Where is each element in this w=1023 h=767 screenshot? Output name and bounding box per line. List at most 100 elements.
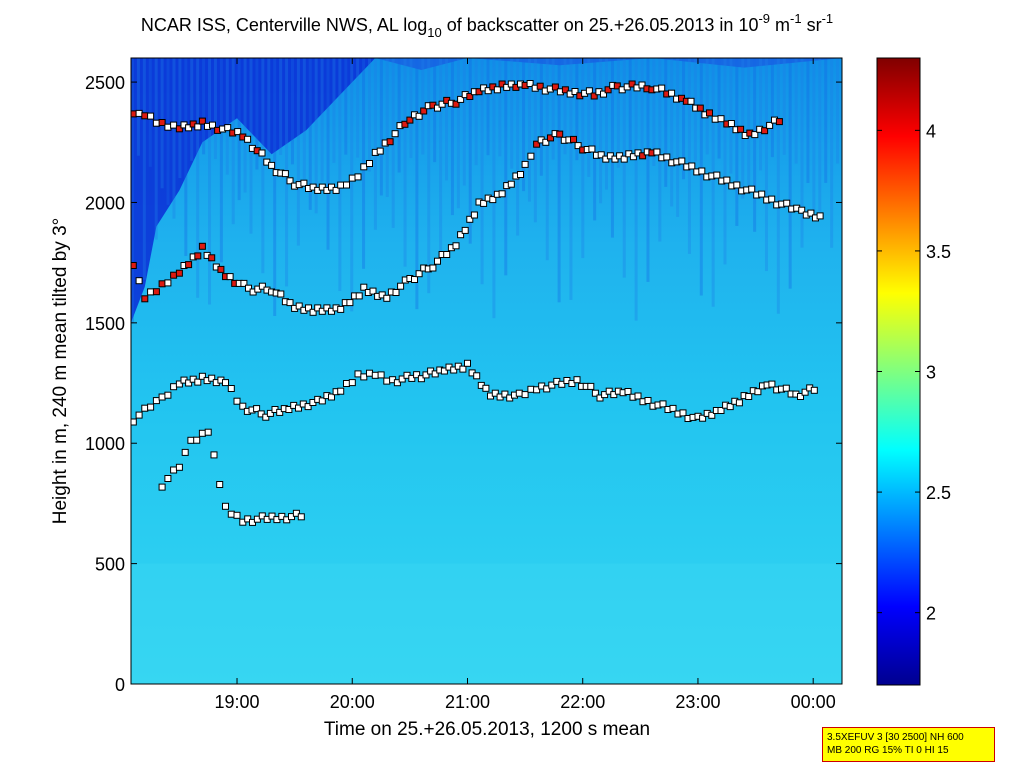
signal-streak [539,58,543,176]
layer-marker [473,372,481,380]
layer-marker [170,271,178,279]
layer-marker [452,100,460,108]
layer-marker [376,147,384,155]
layer-marker [355,292,363,300]
layer-marker [766,121,774,129]
layer-marker [170,121,178,129]
layer-marker [748,185,756,193]
signal-streak [350,58,354,312]
signal-streak [202,58,206,155]
layer-marker [198,372,206,380]
signal-streak [219,58,223,263]
colorbar-tick-label: 2.5 [926,483,951,503]
signal-streak [634,58,638,321]
layer-marker [227,385,235,392]
layer-marker [688,162,696,170]
layer-marker [240,279,248,287]
layer-marker [141,112,149,120]
layer-marker [185,261,193,269]
layer-marker [346,299,354,307]
signal-streak [587,58,591,177]
signal-streak [456,58,460,209]
layer-marker [434,257,441,265]
x-axis-label: Time on 25.+26.05.2013, 1200 s mean [324,719,650,740]
signal-streak [279,58,283,155]
layer-marker [175,125,183,133]
low-signal-region [651,58,842,68]
layer-marker [517,171,524,178]
signal-streak [403,58,407,267]
layer-marker [634,392,642,400]
layer-marker [638,81,646,89]
layer-marker [198,429,206,437]
layer-marker [309,308,317,316]
layer-marker [459,365,467,373]
layer-marker [489,196,497,204]
layer-marker [466,93,474,100]
layer-marker [585,87,593,95]
layer-marker [393,379,401,387]
layer-marker [147,112,155,120]
colorbar-ticks: 2 2.5 3 3.5 4 [877,121,951,624]
signal-streak [557,58,561,303]
layer-marker [761,127,769,135]
layer-marker [443,251,451,258]
layer-marker [484,87,492,95]
layer-marker [613,82,621,90]
signal-streak [468,58,472,244]
layer-marker [570,135,577,143]
signal-streak [196,58,200,298]
title-part4: sr [802,15,822,35]
layer-marker [591,389,599,397]
layer-marker [141,404,149,412]
layer-marker [193,436,201,444]
layer-marker [466,215,474,223]
layer-marker [810,386,818,394]
layer-marker [493,86,501,94]
signal-streak [356,58,360,158]
layer-marker [304,403,312,411]
layer-marker [245,284,252,292]
layer-marker [204,428,212,436]
layer-marker [457,231,465,239]
layer-marker [343,181,350,189]
layer-marker [491,389,499,397]
layer-marker [175,380,183,388]
signal-streak [154,58,158,240]
signal-streak [770,58,774,158]
layer-marker [663,153,671,161]
layer-marker [224,124,232,132]
signal-streak [776,58,780,314]
signal-streak [231,58,235,225]
layer-marker [354,370,362,378]
layer-marker [366,369,373,377]
x-axis: 19:00 20:00 21:00 22:00 23:00 00:00 [214,58,836,712]
signal-streak [166,58,170,205]
layer-marker [775,118,783,126]
layer-marker [135,277,143,285]
layer-marker [587,382,595,390]
layer-marker [706,109,713,117]
layer-marker [216,481,224,488]
signal-streak [290,58,294,165]
signal-streak [243,58,247,193]
title-sub1: 10 [427,25,441,40]
layer-marker [392,289,400,296]
plot-area [131,58,842,684]
layer-marker [401,120,409,128]
signal-streak [379,58,383,196]
signal-streak [332,58,336,163]
layer-marker [258,282,266,290]
layer-marker [515,389,523,397]
signal-streak [273,58,277,316]
signal-streak [504,58,508,276]
layer-marker [369,287,377,295]
signal-streak [344,58,348,155]
signal-streak [184,58,188,256]
info-line-1: 3.5XEFUV 3 [30 2500] NH 600 [827,732,964,743]
layer-marker [386,138,394,146]
layer-marker [782,384,790,392]
layer-marker [711,115,719,123]
layer-marker [158,483,166,491]
layer-marker [679,409,687,417]
